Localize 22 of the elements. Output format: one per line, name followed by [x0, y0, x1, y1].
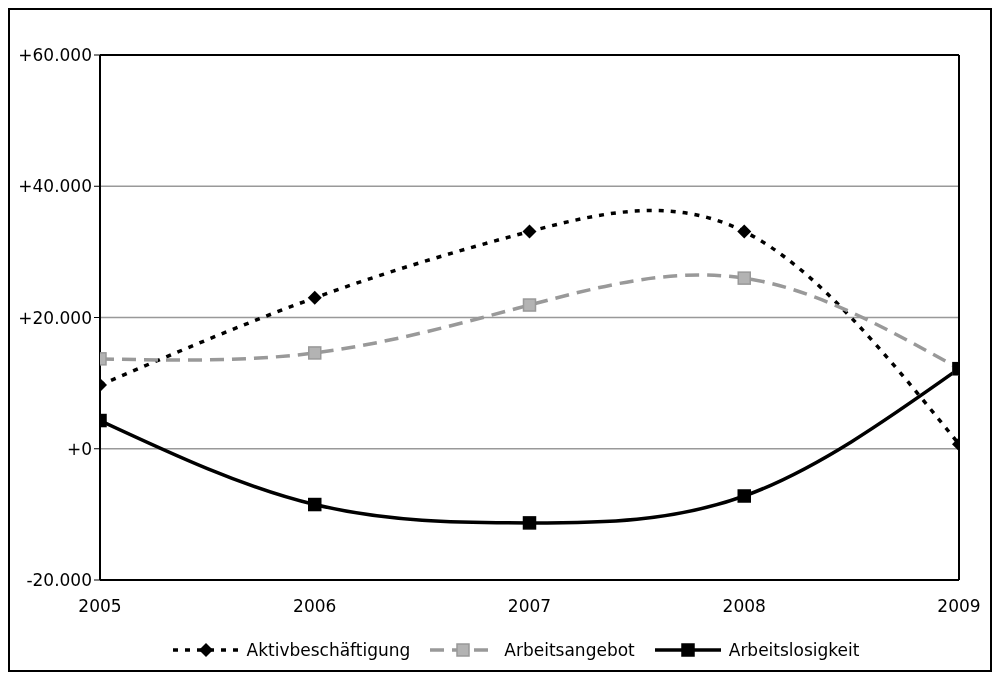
x-tick-label: 2005	[78, 596, 122, 617]
point	[308, 346, 322, 360]
point	[737, 224, 752, 239]
y-tick-label: +60.000	[18, 45, 92, 66]
x-tick-label: 2006	[293, 596, 337, 617]
y-tick-label: +40.000	[18, 176, 92, 197]
x-tick-label: 2008	[722, 596, 766, 617]
point	[737, 271, 751, 285]
legend-label: Arbeitsangebot	[504, 640, 635, 660]
point	[522, 298, 537, 312]
point	[522, 516, 537, 530]
y-tick-label: -20.000	[26, 570, 92, 591]
point	[308, 497, 322, 512]
y-tick-label: +0	[66, 438, 92, 459]
point	[522, 224, 537, 239]
x-tick-label: 2009	[937, 596, 981, 617]
point	[737, 489, 751, 503]
legend-label: Arbeitslosigkeit	[728, 640, 860, 660]
y-tick-label: +20.000	[18, 307, 92, 328]
legend-label: Aktivbeschäftigung	[246, 640, 411, 660]
point	[307, 290, 322, 305]
x-tick-label: 2007	[507, 596, 552, 617]
